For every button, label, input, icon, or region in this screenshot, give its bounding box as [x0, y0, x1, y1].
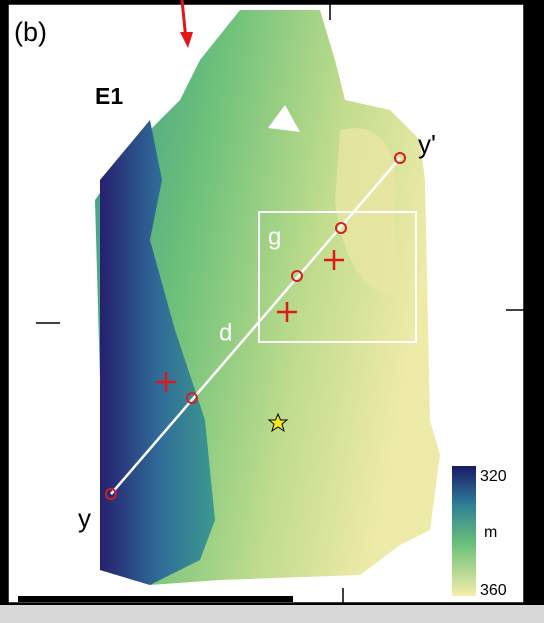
scale-bar [18, 596, 293, 602]
box-label: g [268, 223, 281, 250]
colorbar [452, 466, 476, 596]
colorbar-top-label: 320 [480, 468, 507, 485]
profile-end-label: y' [418, 129, 436, 159]
line-label: d [219, 319, 232, 346]
lower-strip [0, 605, 544, 623]
profile-start-label: y [78, 503, 91, 533]
site-label: E1 [95, 83, 123, 109]
page: {"panel": {"label": "(b)", "site": "E1"}… [0, 0, 544, 623]
colorbar-bottom-label: 360 [480, 582, 507, 599]
map-figure: (b) E1 y' y g d 320 m 360 [0, 0, 544, 623]
panel-label: (b) [14, 17, 47, 47]
colorbar-unit: m [484, 524, 497, 541]
